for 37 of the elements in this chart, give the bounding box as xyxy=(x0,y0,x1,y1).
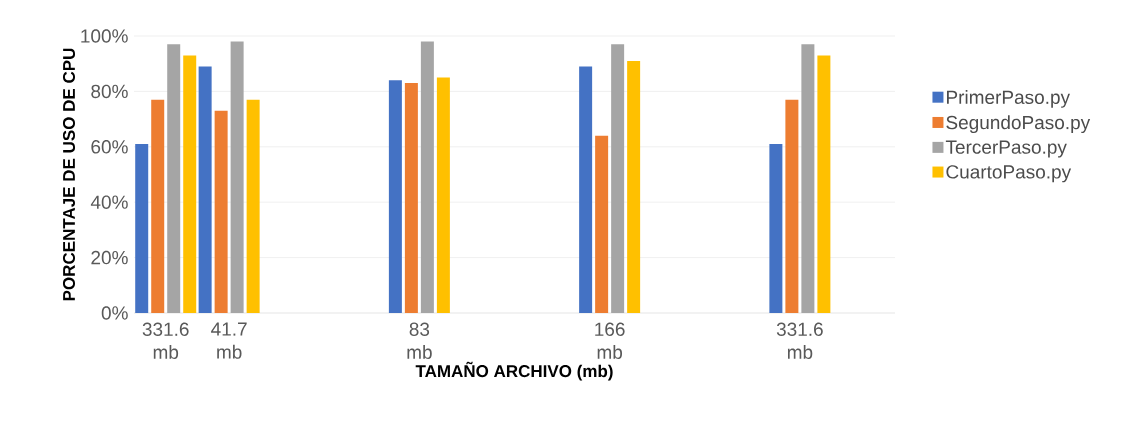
legend-label: CuartoPaso.py xyxy=(946,165,1072,183)
legend-label: PrimerPaso.py xyxy=(947,90,1070,108)
bar xyxy=(151,99,165,313)
legend-label: TercerPaso.py xyxy=(945,140,1067,158)
x-tick-label: 41.7 mb xyxy=(211,322,247,359)
legend-label: SegundoPaso.py xyxy=(946,115,1091,134)
bar xyxy=(214,110,228,313)
bar xyxy=(198,66,212,313)
bar xyxy=(230,41,244,313)
bar xyxy=(436,77,450,313)
bar xyxy=(183,55,197,313)
x-tick-label: 83 mb xyxy=(407,322,432,359)
bar xyxy=(769,144,783,313)
bar xyxy=(167,44,181,313)
y-tick-label: 20% xyxy=(91,250,128,265)
bar xyxy=(420,41,434,313)
bar xyxy=(801,44,815,313)
y-axis-title: PORCENTAJE DE USO DE CPU xyxy=(62,48,76,301)
y-tick-label: 60% xyxy=(91,140,128,154)
bar xyxy=(404,83,418,313)
bar xyxy=(246,99,260,313)
y-tick-label: 80% xyxy=(91,84,128,99)
x-tick-label: 331.6 mb xyxy=(142,322,189,359)
bar xyxy=(785,99,799,313)
bar xyxy=(627,60,641,313)
bar xyxy=(595,135,609,313)
bar xyxy=(817,55,831,313)
y-tick-label: 40% xyxy=(90,195,128,209)
bar xyxy=(388,80,402,313)
x-tick-label: 331.6 mb xyxy=(776,322,823,359)
bar xyxy=(611,44,625,313)
x-tick-label: 166 mb xyxy=(595,322,625,359)
y-tick-label: 100% xyxy=(81,29,128,43)
x-axis-title: TAMAÑO ARCHIVO (mb) xyxy=(415,361,613,381)
y-tick-label: 0% xyxy=(101,306,128,320)
bar xyxy=(579,66,593,313)
bar xyxy=(135,144,149,313)
